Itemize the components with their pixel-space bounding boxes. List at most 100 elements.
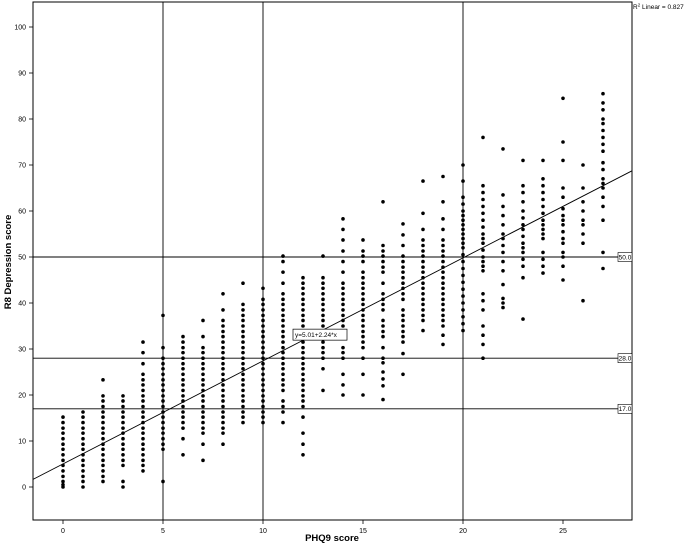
data-point <box>241 334 245 339</box>
data-point <box>301 297 305 302</box>
data-point <box>541 204 545 209</box>
data-point <box>161 426 165 430</box>
data-point <box>441 200 445 204</box>
data-point <box>161 436 165 441</box>
data-point <box>241 340 245 344</box>
data-point <box>121 479 125 484</box>
data-point <box>281 361 285 366</box>
data-point <box>241 308 245 312</box>
data-point <box>461 227 465 232</box>
data-point <box>281 356 285 361</box>
data-point <box>501 250 505 255</box>
data-point <box>601 117 605 121</box>
data-point <box>81 479 85 484</box>
data-point <box>61 482 65 487</box>
data-point <box>481 218 485 222</box>
data-point <box>321 308 325 312</box>
data-point <box>141 431 145 435</box>
data-point <box>421 281 425 286</box>
data-point <box>521 200 525 204</box>
data-point <box>461 232 465 236</box>
data-point <box>541 232 545 236</box>
data-point <box>201 399 205 403</box>
data-point <box>481 241 485 245</box>
data-point <box>241 313 245 318</box>
data-point <box>461 236 465 241</box>
data-point <box>121 463 125 468</box>
data-point <box>381 397 385 402</box>
data-point <box>561 255 565 259</box>
data-point <box>241 350 245 355</box>
data-point <box>281 340 285 344</box>
data-point <box>341 302 345 307</box>
data-point <box>281 388 285 393</box>
data-point <box>341 281 345 286</box>
data-point <box>481 269 485 273</box>
data-point <box>541 177 545 181</box>
data-point <box>181 415 185 419</box>
fit-equation: y=5.01+2.24*x <box>295 332 338 339</box>
data-point <box>81 469 85 473</box>
data-point <box>221 329 225 334</box>
data-point <box>181 436 185 441</box>
data-point <box>561 96 565 101</box>
data-point <box>161 447 165 452</box>
data-point <box>201 366 205 371</box>
data-point <box>601 135 605 140</box>
data-point <box>461 241 465 245</box>
data-point <box>361 313 365 318</box>
data-point <box>441 275 445 280</box>
data-point <box>261 334 265 339</box>
data-point <box>241 420 245 425</box>
data-point <box>141 463 145 468</box>
data-point <box>281 378 285 382</box>
data-point <box>481 236 485 241</box>
data-point <box>281 297 285 302</box>
data-point <box>281 334 285 339</box>
data-point <box>181 388 185 393</box>
data-point <box>381 243 385 248</box>
data-point <box>501 301 505 305</box>
data-point <box>141 442 145 447</box>
data-point <box>281 259 285 264</box>
data-point <box>141 415 145 419</box>
data-point <box>201 350 205 355</box>
reference-label: 50.0 <box>619 254 632 261</box>
data-point <box>601 218 605 222</box>
data-point <box>281 420 285 425</box>
data-point <box>341 372 345 377</box>
data-point <box>481 259 485 264</box>
data-point <box>461 246 465 250</box>
data-point <box>421 292 425 296</box>
reference-label: 28.0 <box>619 356 632 363</box>
data-point <box>181 340 185 344</box>
data-point <box>481 232 485 236</box>
data-point <box>361 254 365 258</box>
data-point <box>361 302 365 307</box>
data-point <box>281 270 285 274</box>
data-point <box>201 378 205 382</box>
data-point <box>121 426 125 430</box>
data-point <box>481 292 485 296</box>
data-point <box>61 426 65 430</box>
data-point <box>81 420 85 425</box>
data-point <box>481 211 485 216</box>
data-point <box>301 442 305 447</box>
data-point <box>141 372 145 377</box>
data-point <box>381 329 385 334</box>
data-point <box>261 388 265 393</box>
data-point <box>301 431 305 435</box>
data-point <box>541 257 545 262</box>
data-point <box>361 249 365 253</box>
data-point <box>121 420 125 425</box>
data-point <box>461 209 465 213</box>
data-point <box>421 328 425 333</box>
data-point <box>501 193 505 197</box>
data-point <box>341 313 345 318</box>
data-point <box>321 340 325 344</box>
data-point <box>401 292 405 296</box>
data-point <box>101 469 105 473</box>
data-point <box>401 297 405 302</box>
data-point <box>301 388 305 393</box>
data-point <box>381 281 385 286</box>
